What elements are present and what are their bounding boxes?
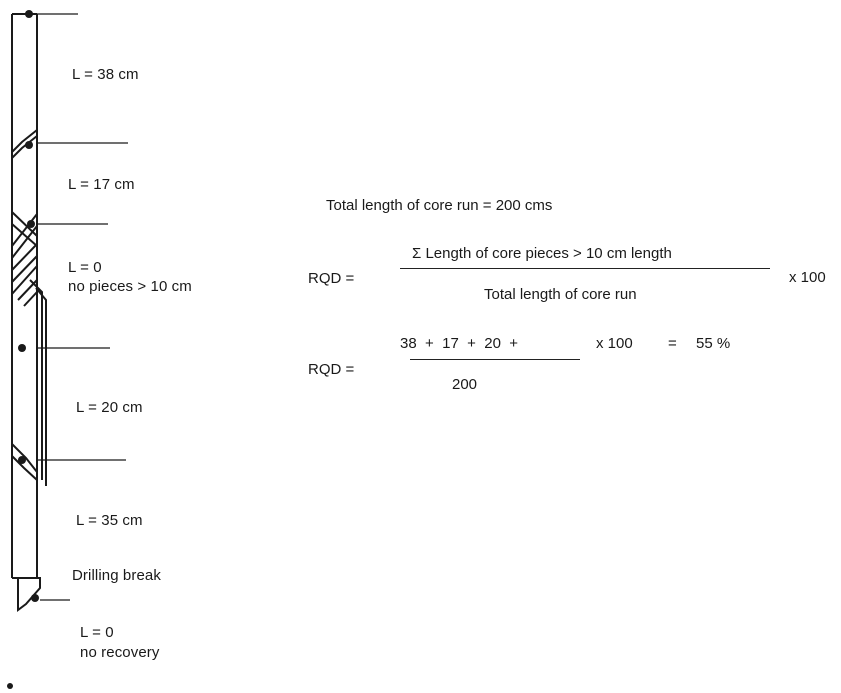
break-marker (18, 344, 26, 352)
segment-note: no pieces > 10 cm (68, 278, 192, 295)
fracture-line (11, 129, 38, 159)
break-marker (7, 683, 13, 689)
drilling-break-piece (17, 577, 41, 612)
total-run-text: Total length of core run = 200 cms (326, 197, 553, 214)
segment-length-label: L = 17 cm (68, 176, 135, 193)
break-marker (25, 10, 33, 18)
fraction-bar (410, 359, 580, 360)
rqd-formula-numerator: Σ Length of core pieces > 10 cm length (412, 245, 672, 262)
rqd-label: RQD = (308, 270, 355, 287)
rqd-worked-numerator: 38 + 17 + 20 + (400, 335, 519, 352)
equals-sign: = (668, 335, 677, 352)
fracture-line (11, 443, 38, 481)
break-marker (25, 141, 33, 149)
final-note: no recovery (80, 644, 160, 661)
rqd-result: 55 % (696, 335, 731, 352)
fracture-line (11, 243, 38, 295)
rqd-label: RQD = (308, 361, 355, 378)
segment-length-label: L = 0 (68, 259, 102, 276)
rqd-formula-denominator: Total length of core run (484, 286, 637, 303)
fracture-line (11, 211, 38, 259)
core-outline (11, 13, 38, 579)
segment-length-label: L = 35 cm (76, 512, 143, 529)
rqd-worked-denominator: 200 (452, 376, 478, 393)
core-offset (29, 279, 47, 486)
break-marker (18, 456, 26, 464)
final-length-label: L = 0 (80, 624, 114, 641)
segment-length-label: L = 20 cm (76, 399, 143, 416)
rqd-formula-multiplier: x 100 (789, 269, 826, 286)
fraction-bar (400, 268, 770, 269)
segment-length-label: L = 38 cm (72, 66, 139, 83)
rqd-worked-multiplier: x 100 (596, 335, 633, 352)
drilling-break-label: Drilling break (72, 567, 161, 584)
break-marker (27, 220, 35, 228)
break-marker (31, 594, 39, 602)
